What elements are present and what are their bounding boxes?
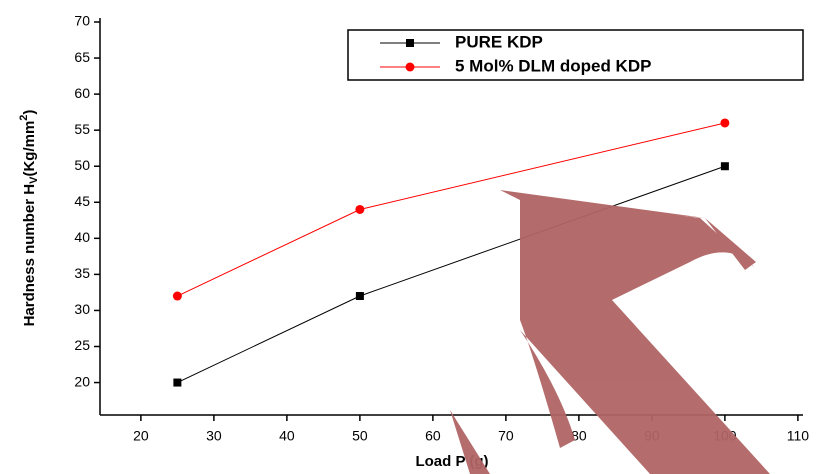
- x-tick-label: 40: [279, 428, 295, 444]
- legend-box: [347, 29, 804, 81]
- watermark: [450, 190, 770, 474]
- marker: [172, 291, 182, 301]
- watermark-shape: [450, 410, 490, 474]
- marker: [720, 162, 729, 171]
- y-label-sub: V: [28, 176, 40, 184]
- x-tick-label: 70: [498, 428, 514, 444]
- x-tick-label: 50: [352, 428, 368, 444]
- legend-marker: [406, 39, 414, 47]
- y-label-sup: 2: [18, 115, 30, 121]
- legend-label: 5 Mol% DLM doped KDP: [455, 56, 651, 75]
- y-tick-label: 55: [74, 121, 90, 137]
- y-axis-label: Hardness number HV(Kg/mm2): [18, 110, 40, 327]
- y-tick-label: 20: [74, 373, 90, 389]
- y-label-end: ): [21, 110, 38, 115]
- x-tick-label: 20: [133, 428, 149, 444]
- marker: [720, 118, 730, 128]
- y-label-main: Hardness number H: [21, 184, 38, 327]
- legend-label: PURE KDP: [455, 32, 543, 51]
- marker: [355, 204, 365, 214]
- y-tick-label: 45: [74, 193, 90, 209]
- y-tick-label: 30: [74, 301, 90, 317]
- y-label-unit: (Kg/mm: [21, 121, 38, 177]
- x-tick-label: 30: [206, 428, 222, 444]
- y-tick-label: 60: [74, 85, 90, 101]
- x-tick-label: 80: [571, 428, 587, 444]
- marker: [355, 292, 364, 301]
- y-tick-label: 70: [74, 13, 90, 29]
- y-tick-label: 35: [74, 265, 90, 281]
- x-tick-label: 110: [787, 428, 810, 444]
- marker: [173, 378, 182, 387]
- y-tick-label: 50: [74, 157, 90, 173]
- y-tick-label: 65: [74, 49, 90, 65]
- legend-marker: [405, 62, 415, 72]
- watermark-shape: [520, 195, 770, 474]
- y-tick-label: 25: [74, 337, 90, 353]
- y-tick-label: 40: [74, 229, 90, 245]
- x-tick-label: 60: [425, 428, 441, 444]
